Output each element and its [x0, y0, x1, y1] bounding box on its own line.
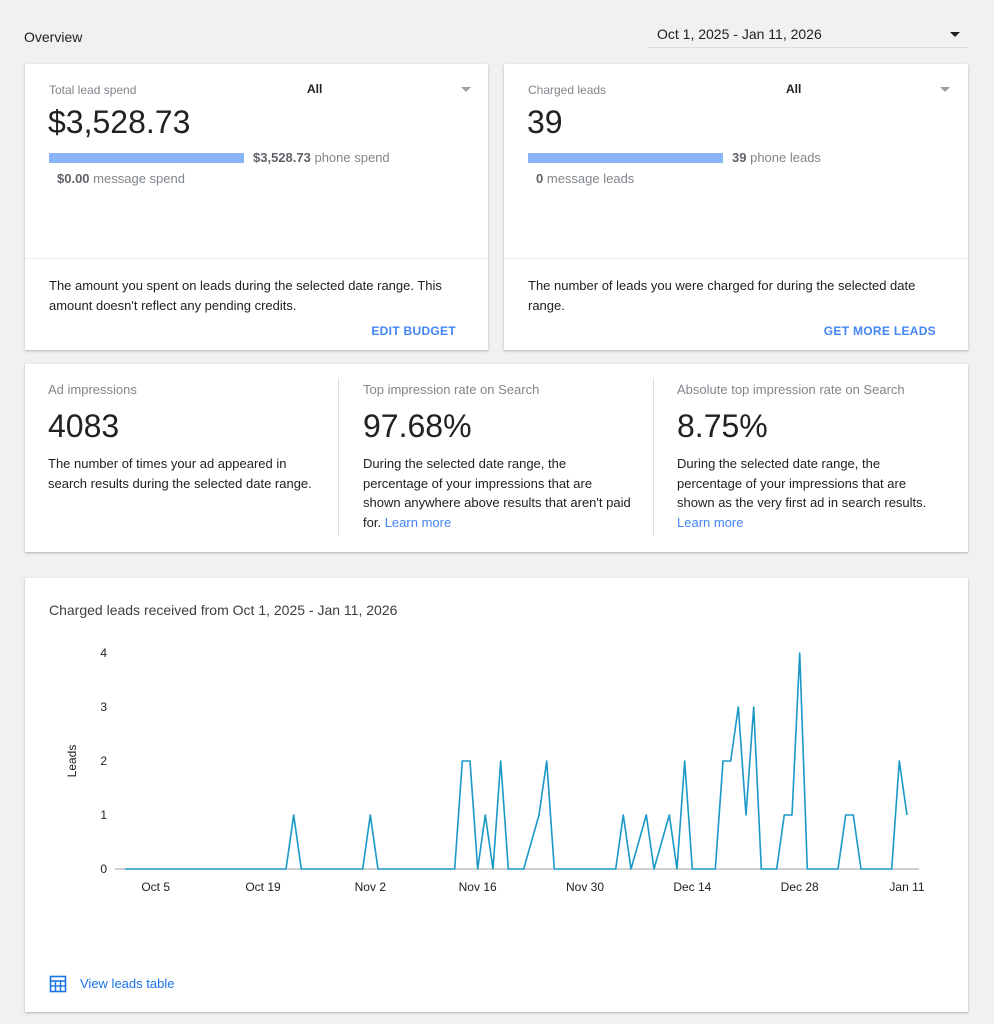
message-spend-label: message spend — [93, 171, 185, 186]
metric-description-text: The number of times your ad appeared in … — [48, 456, 312, 491]
message-leads-amount: 0 — [536, 171, 544, 186]
x-tick-label: Jan 11 — [889, 880, 924, 894]
metric-description: During the selected date range, the perc… — [363, 454, 633, 532]
x-tick-label: Oct 5 — [141, 880, 170, 894]
leads-line-chart: 0 1 2 3 4 Leads Oct 5 Oct 19 Nov 2 Nov 16 Nov 30 De… — [65, 646, 925, 894]
phone-spend-amount: $3,528.73 — [253, 150, 311, 165]
view-leads-table-label: View leads table — [80, 976, 175, 991]
lead-spend-description: The amount you spent on leads during the… — [49, 278, 442, 313]
message-spend-amount: $0.00 — [57, 171, 90, 186]
phone-leads-amount: 39 — [732, 150, 747, 165]
series-line — [125, 652, 908, 870]
phone-leads-label: phone leads — [750, 150, 821, 165]
chart-title: Charged leads received from Oct 1, 2025 … — [49, 602, 398, 618]
x-tick-label: Nov 2 — [355, 880, 387, 894]
charged-leads-card: Charged leads All 39 39 phone leads 0 me… — [504, 64, 968, 350]
learn-more-link[interactable]: Learn more — [384, 514, 452, 530]
lead-spend-label: Total lead spend — [49, 83, 137, 97]
message-leads-label: message leads — [546, 171, 635, 186]
metric-top-impression-rate: Top impression rate on Search 97.68% Dur… — [363, 364, 643, 554]
table-icon — [49, 975, 67, 993]
y-tick-label: 2 — [100, 754, 107, 768]
phone-spend-text: $3,528.73 phone spend — [253, 150, 390, 165]
get-more-leads-button[interactable]: GET MORE LEADS — [823, 324, 936, 338]
lead-spend-summary: Total lead spend All $3,528.73 $3,528.73… — [25, 64, 488, 259]
metric-description-text: During the selected date range, the perc… — [363, 456, 631, 530]
y-tick-label: 3 — [100, 700, 107, 714]
lead-spend-value: $3,528.73 — [48, 104, 191, 140]
date-range-select[interactable]: Oct 1, 2025 - Jan 11, 2026 — [648, 20, 968, 48]
y-axis-label: Leads — [65, 745, 79, 778]
charged-leads-summary: Charged leads All 39 39 phone leads 0 me… — [504, 64, 968, 259]
x-tick-label: Nov 30 — [566, 880, 604, 894]
charged-leads-chart-card: Charged leads received from Oct 1, 2025 … — [25, 578, 968, 1012]
phone-spend-bar — [49, 153, 244, 163]
x-tick-label: Dec 14 — [673, 880, 711, 894]
x-tick-label: Nov 16 — [459, 880, 497, 894]
metric-value: 8.75% — [677, 408, 768, 444]
caret-down-icon — [940, 87, 950, 92]
metric-label: Ad impressions — [48, 382, 137, 397]
edit-budget-button[interactable]: EDIT BUDGET — [371, 324, 456, 338]
y-tick-label: 4 — [100, 646, 107, 660]
metric-label: Top impression rate on Search — [363, 382, 540, 397]
y-tick-label: 1 — [100, 808, 107, 822]
metric-description: The number of times your ad appeared in … — [48, 454, 318, 493]
metric-ad-impressions: Ad impressions 4083 The number of times … — [48, 364, 328, 554]
charged-leads-filter-value: All — [786, 82, 802, 96]
metric-description: During the selected date range, the perc… — [677, 454, 947, 532]
caret-down-icon — [461, 87, 471, 92]
metric-description-text: During the selected date range, the perc… — [677, 456, 927, 510]
date-range-value: Oct 1, 2025 - Jan 11, 2026 — [657, 26, 822, 42]
lead-spend-filter-value: All — [307, 82, 323, 96]
metric-value: 97.68% — [363, 408, 472, 444]
lead-spend-card: Total lead spend All $3,528.73 $3,528.73… — [25, 64, 488, 350]
learn-more-link[interactable]: Learn more — [677, 514, 744, 530]
message-spend-text: $0.00 message spend — [57, 171, 185, 186]
phone-leads-bar — [528, 153, 723, 163]
x-tick-label: Dec 28 — [781, 880, 819, 894]
lead-spend-filter-select[interactable]: All — [285, 80, 471, 100]
metric-label: Absolute top impression rate on Search — [677, 382, 905, 397]
caret-down-icon — [950, 32, 960, 37]
charged-leads-description: The number of leads you were charged for… — [528, 278, 916, 313]
x-tick-label: Oct 19 — [245, 880, 281, 894]
phone-leads-text: 39 phone leads — [732, 150, 821, 165]
impressions-card: Ad impressions 4083 The number of times … — [25, 364, 968, 552]
divider — [338, 378, 339, 536]
y-tick-label: 0 — [100, 862, 107, 876]
message-leads-text: 0 message leads — [536, 171, 634, 186]
metric-value: 4083 — [48, 408, 120, 444]
charged-leads-filter-select[interactable]: All — [764, 80, 950, 100]
metric-absolute-top-impression-rate: Absolute top impression rate on Search 8… — [677, 364, 957, 554]
divider — [653, 378, 654, 536]
phone-spend-label: phone spend — [314, 150, 390, 165]
charged-leads-label: Charged leads — [528, 83, 607, 97]
page-title: Overview — [24, 29, 83, 45]
charged-leads-value: 39 — [527, 104, 563, 140]
